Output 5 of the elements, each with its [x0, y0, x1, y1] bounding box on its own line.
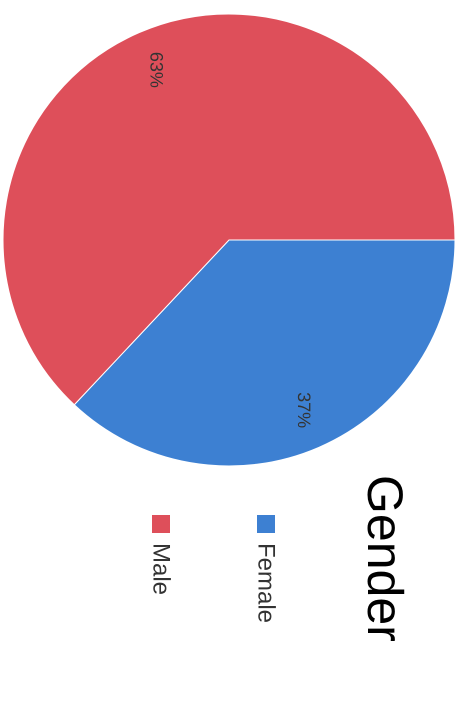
data-label: 63% — [146, 52, 167, 88]
text: Gender — [357, 475, 413, 642]
legend-label: Female — [252, 543, 280, 624]
legend-label: Male — [148, 543, 175, 596]
data-label: 37% — [294, 392, 314, 428]
